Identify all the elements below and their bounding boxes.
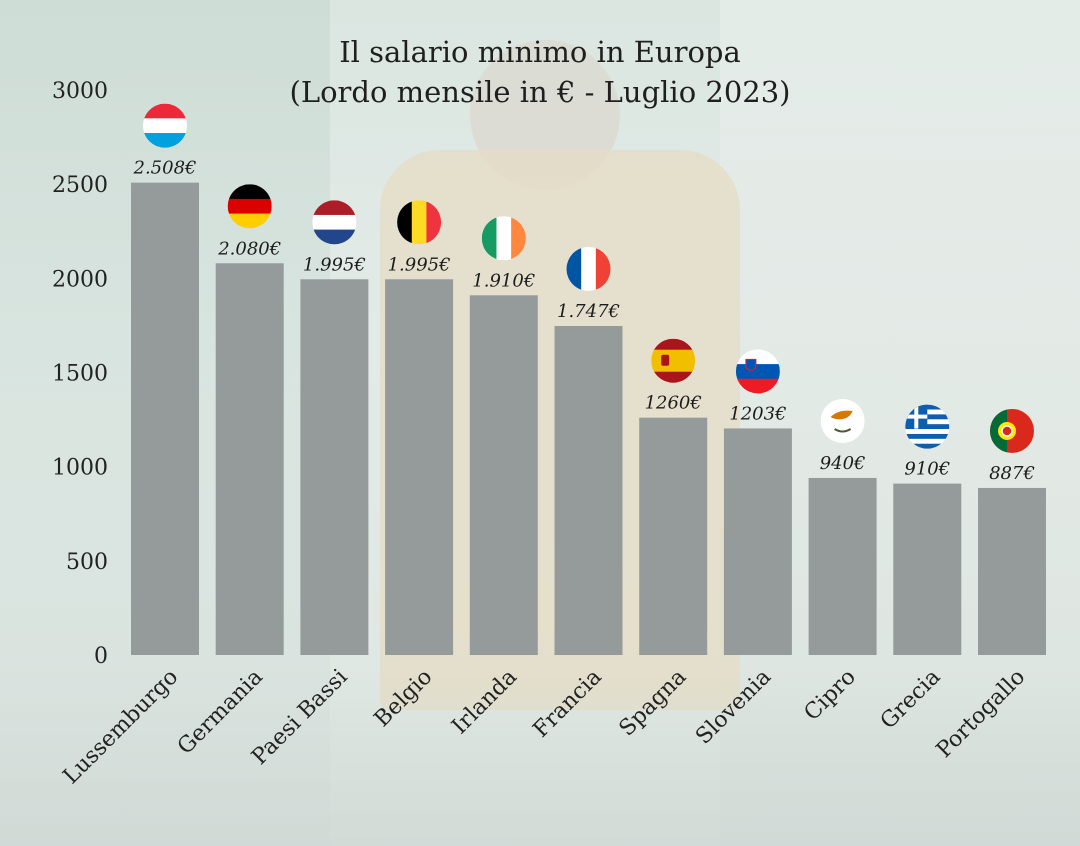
- luxembourg-flag: [143, 103, 187, 148]
- y-tick-label: 2000: [52, 267, 108, 292]
- bar: [385, 279, 454, 655]
- bar: [639, 417, 708, 655]
- y-tick-label: 1000: [52, 456, 108, 481]
- chart-title-block: Il salario minimo in Europa (Lordo mensi…: [240, 32, 840, 112]
- y-tick-label: 500: [66, 550, 108, 575]
- bar-value-label: 1.995€: [303, 254, 366, 275]
- x-category-label: Belgio: [370, 665, 438, 733]
- bar: [469, 295, 538, 655]
- x-category-label: Cipro: [800, 665, 861, 726]
- bar-value-label: 1203€: [729, 403, 786, 424]
- x-category-label: Francia: [529, 665, 607, 743]
- y-tick-label: 1500: [52, 362, 108, 387]
- bar-value-label: 910€: [904, 459, 950, 480]
- bar: [554, 325, 623, 655]
- france-flag: [566, 246, 611, 291]
- bar: [300, 279, 369, 655]
- bar-value-label: 1.747€: [557, 301, 620, 322]
- bar: [978, 487, 1046, 655]
- x-category-label: Spagna: [615, 665, 692, 742]
- bar-value-label: 1.995€: [388, 254, 451, 275]
- bar-value-label: 2.508€: [133, 158, 197, 179]
- bar: [893, 483, 962, 655]
- bar-value-label: 940€: [820, 453, 866, 474]
- x-category-label: Irlanda: [447, 665, 522, 740]
- slovenia-flag: [735, 349, 780, 394]
- netherlands-flag: [312, 200, 357, 245]
- cyprus-flag: [820, 398, 865, 443]
- germany-flag: [227, 184, 272, 229]
- belgium-flag: [397, 200, 442, 245]
- bar: [131, 182, 199, 655]
- background-floor: [0, 666, 1080, 846]
- x-category-label: Lussemburgo: [59, 665, 184, 790]
- x-category-label: Slovenia: [691, 665, 776, 750]
- bar-value-label: 2.080€: [217, 238, 281, 259]
- chart-title: Il salario minimo in Europa: [339, 35, 741, 69]
- ireland-flag: [481, 216, 526, 261]
- spain-flag: [651, 338, 696, 383]
- bar: [808, 477, 877, 655]
- x-category-label: Grecia: [876, 665, 946, 735]
- bar: [723, 428, 792, 655]
- chart-subtitle: (Lordo mensile in € - Luglio 2023): [289, 75, 791, 109]
- bar-value-label: 887€: [989, 463, 1035, 484]
- bar-value-label: 1260€: [645, 393, 702, 414]
- x-category-label: Portogallo: [932, 665, 1030, 763]
- y-tick-label: 3000: [52, 79, 108, 104]
- portugal-flag: [990, 408, 1034, 453]
- y-tick-label: 0: [94, 644, 108, 669]
- y-tick-label: 2500: [52, 173, 108, 198]
- bar: [215, 263, 284, 655]
- greece-flag: [905, 404, 950, 449]
- bar-value-label: 1.910€: [472, 270, 535, 291]
